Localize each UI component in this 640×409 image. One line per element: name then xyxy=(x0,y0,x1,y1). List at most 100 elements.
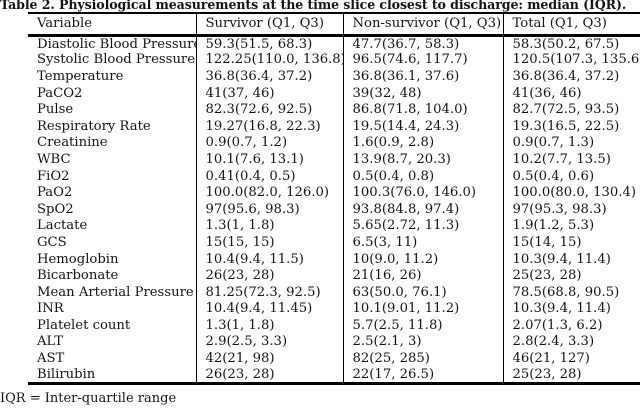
non-survivor-value-cell: 1.6(0.9, 2.8) xyxy=(343,134,504,152)
total-value-cell: 19.3(16.5, 22.5) xyxy=(512,118,620,134)
variable-cell: INR xyxy=(28,300,197,318)
non-survivor-value-cell: 36.8(36.1, 37.6) xyxy=(343,68,504,85)
table-row: Pulse 82.3(72.6, 92.5) 86.8(71.8, 104.0) 82… xyxy=(28,101,640,118)
survivor-value-cell: 2.9(2.5, 3.3) xyxy=(196,333,344,351)
table-caption: Table 2. Physiological measurements at t… xyxy=(0,0,627,12)
variable-cell: ALT xyxy=(28,333,197,351)
survivor-value-cell: 36.8(36.4, 37.2) xyxy=(196,68,344,85)
variable-cell: Mean Arterial Pressure xyxy=(28,283,197,301)
non-survivor-value-cell: 82(25, 285) xyxy=(343,350,504,367)
variable-cell: Diastolic Blood Pressure xyxy=(28,35,197,52)
table-header: Variable Survivor (Q1, Q3) Non-survivor (Q… xyxy=(28,13,640,35)
total-value-cell: 15(14, 15) xyxy=(512,234,582,250)
survivor-value-cell: 10.4(9.4, 11.45) xyxy=(196,300,344,318)
total-value-cell: 46(21, 127) xyxy=(512,351,590,367)
non-survivor-value-cell: 2.5(2.1, 3) xyxy=(343,333,504,351)
survivor-value-cell: 1.3(1, 1.8) xyxy=(196,317,344,334)
variable-cell: SpO2 xyxy=(28,200,197,218)
survivor-value-cell: 82.3(72.6, 92.5) xyxy=(196,101,344,118)
total-value-cell: 10.3(9.4, 11.4) xyxy=(512,301,611,317)
non-survivor-value-cell: 21(16, 26) xyxy=(343,267,504,284)
table-row: Hemoglobin 10.4(9.4, 11.5) 10(9.0, 11.2) 10… xyxy=(28,250,640,268)
total-value-cell: 41(36, 46) xyxy=(512,85,582,101)
column-header-non-survivor: Non-survivor (Q1, Q3) xyxy=(343,13,504,35)
total-value-cell: 25(23, 28) xyxy=(512,268,582,284)
total-value-cell: 2.07(1.3, 6.2) xyxy=(512,317,603,333)
variable-cell: Temperature xyxy=(28,68,197,85)
variable-cell: Systolic Blood Pressure xyxy=(28,51,197,69)
variable-cell: Pulse xyxy=(28,101,197,118)
variable-cell: PaO2 xyxy=(28,184,197,201)
table-row: Platelet count 1.3(1, 1.8) 5.7(2.5, 11.8) 2… xyxy=(28,317,640,334)
total-value-cell: 1.9(1.2, 5.3) xyxy=(512,218,595,234)
table-row: SpO2 97(95.6, 98.3) 93.8(84.8, 97.4) 97(95.… xyxy=(28,200,640,218)
non-survivor-value-cell: 5.7(2.5, 11.8) xyxy=(343,317,504,334)
total-value-cell: 10.3(9.4, 11.4) xyxy=(512,251,611,267)
survivor-value-cell: 19.27(16.8, 22.3) xyxy=(196,117,344,135)
survivor-value-cell: 100.0(82.0, 126.0) xyxy=(196,184,344,201)
survivor-value-cell: 1.3(1, 1.8) xyxy=(196,217,344,235)
table-row: Diastolic Blood Pressure 59.3(51.5, 68.3)… xyxy=(28,35,640,52)
variable-cell: Creatinine xyxy=(28,134,197,152)
total-value-cell: 0.5(0.4, 0.6) xyxy=(512,168,595,184)
table-row: Lactate 1.3(1, 1.8) 5.65(2.72, 11.3) 1.9(1.… xyxy=(28,217,640,235)
survivor-value-cell: 10.4(9.4, 11.5) xyxy=(196,250,344,268)
non-survivor-value-cell: 13.9(8.7, 20.3) xyxy=(343,151,504,168)
table-row: INR 10.4(9.4, 11.45) 10.1(9.01, 11.2) 10.3(… xyxy=(28,300,640,318)
non-survivor-value-cell: 100.3(76.0, 146.0) xyxy=(343,184,504,201)
non-survivor-value-cell: 6.5(3, 11) xyxy=(343,234,504,251)
table-row: Temperature 36.8(36.4, 37.2) 36.8(36.1, 37… xyxy=(28,68,640,85)
non-survivor-value-cell: 86.8(71.8, 104.0) xyxy=(343,101,504,118)
survivor-value-cell: 122.25(110.0, 136.8) xyxy=(196,51,344,69)
non-survivor-value-cell: 19.5(14.4, 24.3) xyxy=(343,117,504,135)
non-survivor-value-cell: 0.5(0.4, 0.8) xyxy=(343,167,504,185)
table-row: Systolic Blood Pressure 122.25(110.0, 136… xyxy=(28,51,640,69)
column-header-variable: Variable xyxy=(28,13,197,35)
table-row: PaO2 100.0(82.0, 126.0) 100.3(76.0, 146.0)… xyxy=(28,184,640,201)
survivor-value-cell: 0.41(0.4, 0.5) xyxy=(196,167,344,185)
survivor-value-cell: 26(23, 28) xyxy=(196,366,344,384)
non-survivor-value-cell: 22(17, 26.5) xyxy=(343,366,504,384)
total-value-cell: 78.5(68.8, 90.5) xyxy=(512,284,620,300)
non-survivor-value-cell: 63(50.0, 76.1) xyxy=(343,283,504,301)
survivor-value-cell: 59.3(51.5, 68.3) xyxy=(196,35,344,52)
non-survivor-value-cell: 10.1(9.01, 11.2) xyxy=(343,300,504,318)
survivor-value-cell: 81.25(72.3, 92.5) xyxy=(196,283,344,301)
total-value-cell: 100.0(80.0, 130.4) xyxy=(512,185,637,201)
table-footnote: IQR = Inter-quartile range xyxy=(0,391,177,406)
variable-cell: AST xyxy=(28,350,197,367)
variable-cell: Hemoglobin xyxy=(28,250,197,268)
table-row: Creatinine 0.9(0.7, 1.2) 1.6(0.9, 2.8) 0.9(… xyxy=(28,134,640,152)
table-row: Mean Arterial Pressure 81.25(72.3, 92.5) 6… xyxy=(28,283,640,301)
total-value-cell: 25(23, 28) xyxy=(512,366,582,382)
table-row: ALT 2.9(2.5, 3.3) 2.5(2.1, 3) 2.8(2.4, 3.3) xyxy=(28,333,640,351)
physiological-measurements-table: Variable Survivor (Q1, Q3) Non-survivor (Q… xyxy=(28,12,640,385)
survivor-value-cell: 26(23, 28) xyxy=(196,267,344,284)
total-value-cell: 97(95.3, 98.3) xyxy=(512,201,607,217)
total-value-cell: 82.7(72.5, 93.5) xyxy=(512,102,620,118)
header-row: Variable Survivor (Q1, Q3) Non-survivor (Q… xyxy=(28,13,640,35)
variable-cell: Respiratory Rate xyxy=(28,117,197,135)
column-header-survivor: Survivor (Q1, Q3) xyxy=(196,13,344,35)
column-header-total: Total (Q1, Q3) xyxy=(512,16,607,32)
total-value-cell: 58.3(50.2, 67.5) xyxy=(512,36,620,52)
table-row: PaCO2 41(37, 46) 39(32, 48) 41(36, 46) xyxy=(28,84,640,102)
total-value-cell: 36.8(36.4, 37.2) xyxy=(512,68,620,84)
variable-cell: Bicarbonate xyxy=(28,267,197,284)
non-survivor-value-cell: 5.65(2.72, 11.3) xyxy=(343,217,504,235)
table-row: GCS 15(15, 15) 6.5(3, 11) 15(14, 15) xyxy=(28,234,640,251)
non-survivor-value-cell: 47.7(36.7, 58.3) xyxy=(343,35,504,52)
survivor-value-cell: 41(37, 46) xyxy=(196,84,344,102)
variable-cell: Platelet count xyxy=(28,317,197,334)
survivor-value-cell: 15(15, 15) xyxy=(196,234,344,251)
non-survivor-value-cell: 10(9.0, 11.2) xyxy=(343,250,504,268)
survivor-value-cell: 42(21, 98) xyxy=(196,350,344,367)
non-survivor-value-cell: 93.8(84.8, 97.4) xyxy=(343,200,504,218)
table-row: Bicarbonate 26(23, 28) 21(16, 26) 25(23, 28… xyxy=(28,267,640,284)
table-row: Bilirubin 26(23, 28) 22(17, 26.5) 25(23, 28… xyxy=(28,366,640,384)
variable-cell: Lactate xyxy=(28,217,197,235)
variable-cell: PaCO2 xyxy=(28,84,197,102)
total-value-cell: 2.8(2.4, 3.3) xyxy=(512,334,595,350)
non-survivor-value-cell: 96.5(74.6, 117.7) xyxy=(343,51,504,69)
